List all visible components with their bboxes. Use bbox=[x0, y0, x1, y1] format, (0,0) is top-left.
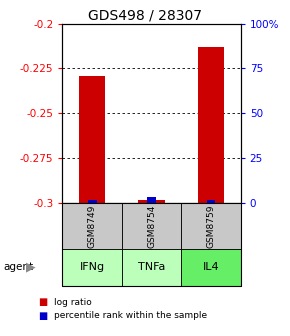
Bar bbox=[147, 197, 156, 203]
Bar bbox=[197, 47, 224, 203]
Text: log ratio: log ratio bbox=[54, 298, 91, 307]
Bar bbox=[206, 200, 215, 203]
Text: agent: agent bbox=[3, 262, 33, 272]
Text: GSM8759: GSM8759 bbox=[206, 204, 215, 248]
Text: GSM8754: GSM8754 bbox=[147, 204, 156, 248]
Text: IL4: IL4 bbox=[203, 262, 219, 272]
Text: ■: ■ bbox=[38, 297, 47, 307]
Bar bbox=[79, 76, 106, 203]
Text: ■: ■ bbox=[38, 311, 47, 321]
Text: GSM8749: GSM8749 bbox=[88, 204, 97, 248]
Text: GDS498 / 28307: GDS498 / 28307 bbox=[88, 8, 202, 23]
Text: IFNg: IFNg bbox=[79, 262, 105, 272]
Text: percentile rank within the sample: percentile rank within the sample bbox=[54, 311, 207, 320]
Bar bbox=[88, 200, 97, 203]
Text: TNFa: TNFa bbox=[138, 262, 165, 272]
Bar bbox=[138, 200, 165, 203]
Text: ▶: ▶ bbox=[26, 261, 35, 274]
